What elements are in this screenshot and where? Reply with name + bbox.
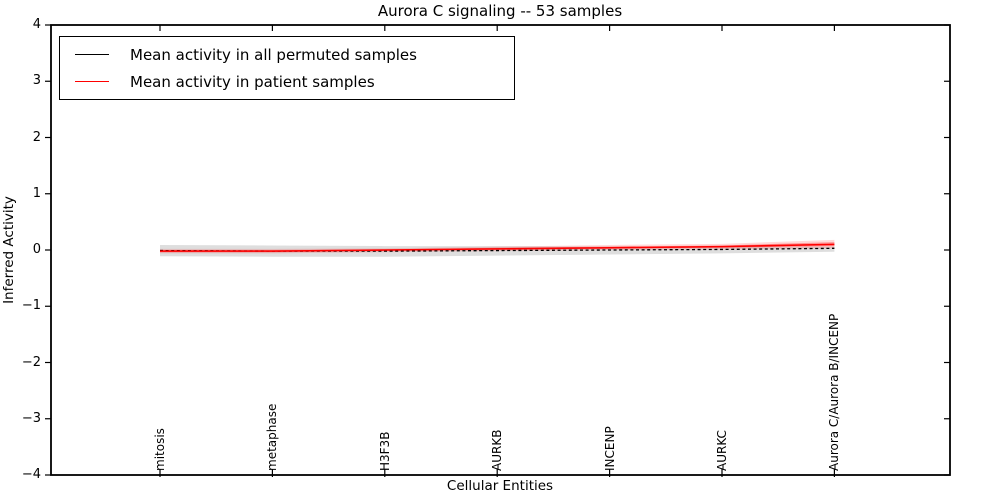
x-tick-label: Aurora C/Aurora B/INCENP [827, 313, 842, 471]
y-tick-label: 1 [32, 185, 41, 201]
y-tick-label: 0 [32, 242, 41, 257]
legend-row: Mean activity in patient samples [60, 68, 514, 95]
patient-mean-line [160, 243, 835, 252]
x-tick-label: metaphase [265, 403, 280, 471]
x-tick-label: AURKC [715, 430, 729, 471]
legend-row: Mean activity in all permuted samples [60, 41, 514, 68]
legend: Mean activity in all permuted samples Mea… [59, 36, 515, 100]
x-tick-label: AURKB [490, 429, 505, 471]
legend-rows: Mean activity in all permuted samples Mea… [60, 41, 514, 95]
y-tick-label: −3 [21, 410, 41, 426]
x-tick-label: mitosis [153, 428, 167, 471]
x-tick-label: INCENP [602, 426, 617, 471]
chart-title: Aurora C signaling -- 53 samples [377, 2, 623, 20]
confidence-band [160, 242, 835, 253]
y-tick-label: 3 [32, 73, 41, 89]
y-tick-label: 2 [32, 129, 41, 145]
y-tick-label: −2 [21, 354, 41, 370]
x-axis-title: Cellular Entities [446, 478, 554, 494]
y-tick-label: −1 [21, 298, 41, 314]
legend-line-icon [75, 54, 109, 55]
legend-label: Mean activity in patient samples [130, 72, 375, 91]
y-tick-label: 4 [32, 17, 41, 32]
legend-label: Mean activity in all permuted samples [130, 45, 417, 64]
x-tick-label: H3F3B [377, 431, 392, 471]
legend-line-icon [75, 81, 109, 82]
y-tick-label: −4 [21, 467, 41, 482]
